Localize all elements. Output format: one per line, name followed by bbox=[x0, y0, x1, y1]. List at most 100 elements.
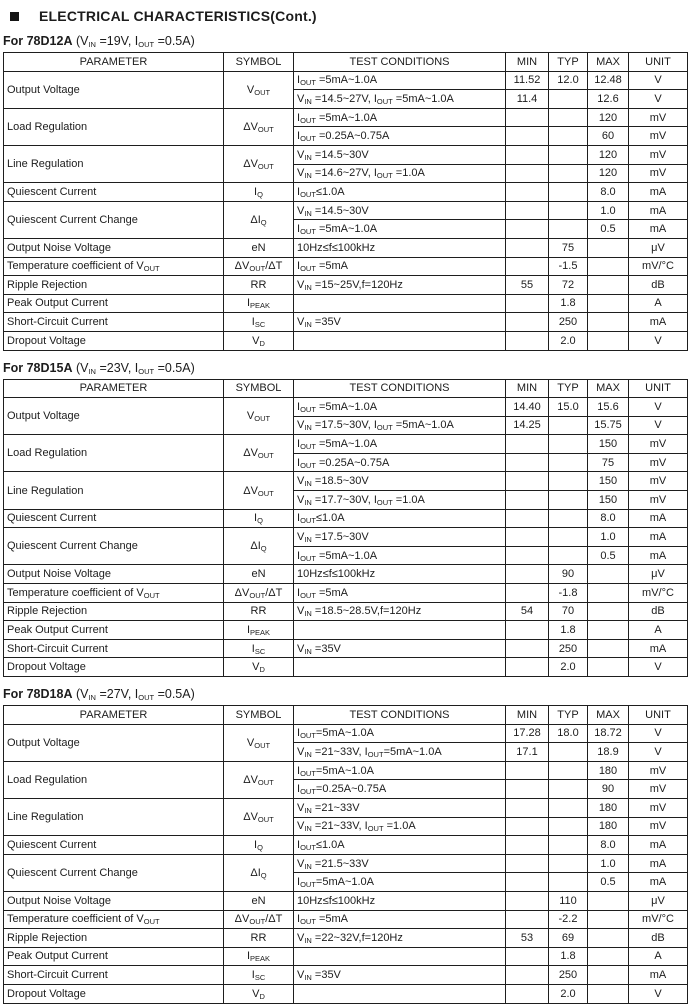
min-cell bbox=[505, 107, 549, 128]
min-cell bbox=[505, 965, 549, 985]
min-cell bbox=[505, 797, 549, 818]
max-cell: 120 bbox=[587, 144, 629, 165]
unit-cell: V bbox=[628, 657, 688, 677]
max-cell: 0.5 bbox=[587, 545, 629, 566]
condition-cell: IOUT≤1.0A bbox=[293, 508, 506, 529]
max-cell: 150 bbox=[587, 471, 629, 492]
column-header-symbol: SYMBOL bbox=[223, 52, 294, 72]
test-setup-conditions: (VIN =23V, IOUT =0.5A) bbox=[75, 360, 195, 376]
min-cell bbox=[505, 527, 549, 547]
max-cell bbox=[587, 965, 629, 985]
typ-cell: 2.0 bbox=[548, 330, 588, 351]
condition-cell: IOUT =5mA bbox=[293, 583, 506, 603]
symbol-cell: ΔVOUT bbox=[223, 434, 294, 473]
condition-cell: VIN =14.5~27V, IOUT =5mA~1.0A bbox=[293, 89, 506, 109]
part-number-label: For 78D15A bbox=[3, 360, 73, 375]
min-cell: 17.28 bbox=[505, 723, 549, 744]
unit-cell: mA bbox=[628, 182, 688, 202]
typ-cell bbox=[548, 144, 588, 165]
table-row: Ripple Rejection RR VIN =22~32V,f=120Hz 53 6… bbox=[3, 928, 688, 948]
column-header-row: PARAMETER SYMBOL TEST CONDITIONS MIN TYP MAX U… bbox=[3, 705, 688, 725]
min-cell bbox=[505, 126, 549, 146]
max-cell: 8.0 bbox=[587, 835, 629, 855]
min-cell: 11.52 bbox=[505, 70, 549, 91]
condition-cell: VIN =22~32V,f=120Hz bbox=[293, 928, 506, 948]
max-cell bbox=[587, 330, 629, 351]
column-header-typ: TYP bbox=[548, 705, 588, 725]
table-row: Output Noise Voltage eN 10Hz≤f≤100kHz 90 μV bbox=[3, 564, 688, 585]
table-row: Quiescent Current IQ IOUT≤1.0A 8.0 mA bbox=[3, 508, 688, 529]
condition-cell: IOUT=5mA~1.0A bbox=[293, 760, 506, 781]
min-cell bbox=[505, 638, 549, 659]
typ-cell bbox=[548, 760, 588, 781]
condition-cell bbox=[293, 293, 506, 314]
min-cell: 14.40 bbox=[505, 397, 549, 417]
max-cell: 75 bbox=[587, 452, 629, 473]
parameter-cell: Line Regulation bbox=[3, 144, 224, 184]
table-row: Peak Output Current IPEAK 1.8 A bbox=[3, 946, 688, 967]
typ-cell bbox=[548, 126, 588, 146]
unit-cell: μV bbox=[628, 237, 688, 258]
table-row: VIN =14.5~27V, IOUT =5mA~1.0A 11.4 12.6 V bbox=[4, 89, 688, 109]
table-row: Quiescent Current Change ΔIQ VIN =21.5~33V… bbox=[3, 853, 688, 892]
unit-cell: V bbox=[628, 983, 688, 1004]
min-cell bbox=[505, 219, 549, 239]
min-cell bbox=[505, 452, 549, 473]
table-row: Dropout Voltage VD 2.0 V bbox=[3, 983, 688, 1004]
condition-cell: 10Hz≤f≤100kHz bbox=[293, 237, 506, 258]
table-row: Output Voltage VOUT IOUT=5mA~1.0A 17.28 18.0… bbox=[3, 723, 688, 762]
table-row: VIN =14.6~27V, IOUT =1.0A 120 mV bbox=[4, 163, 688, 184]
typ-cell bbox=[548, 452, 588, 473]
typ-cell bbox=[548, 508, 588, 529]
max-cell: 8.0 bbox=[587, 508, 629, 529]
parameter-cell: Short-Circuit Current bbox=[3, 312, 224, 332]
parameter-cell: Temperature coefficient of VOUT bbox=[3, 256, 224, 277]
condition-cell: 10Hz≤f≤100kHz bbox=[293, 890, 506, 911]
parameter-cell: Quiescent Current bbox=[3, 835, 224, 855]
table-row: Load Regulation ΔVOUT IOUT =5mA~1.0A 120 mV bbox=[3, 107, 688, 146]
max-cell bbox=[587, 946, 629, 967]
table-row: IOUT =0.25A~0.75A 60 mV bbox=[4, 126, 688, 146]
parameter-cell: Dropout Voltage bbox=[3, 657, 224, 677]
condition-cell: VIN =35V bbox=[293, 312, 506, 332]
unit-cell: mV bbox=[628, 163, 688, 184]
unit-cell: mA bbox=[628, 200, 688, 221]
unit-cell: V bbox=[628, 723, 688, 744]
table-row: Line Regulation ΔVOUT VIN =21~33V 180 mV bbox=[3, 797, 688, 837]
unit-cell: mA bbox=[628, 545, 688, 566]
table-section-78d12a: For 78D12A (VIN =19V, IOUT =0.5A) PARAME… bbox=[0, 34, 688, 351]
typ-cell: 1.8 bbox=[548, 620, 588, 640]
symbol-cell: VD bbox=[223, 330, 294, 351]
unit-cell: A bbox=[628, 620, 688, 640]
max-cell: 1.0 bbox=[587, 200, 629, 221]
max-cell: 18.72 bbox=[587, 723, 629, 744]
typ-cell bbox=[548, 434, 588, 454]
typ-cell: 69 bbox=[548, 928, 588, 948]
parameter-cell: Short-Circuit Current bbox=[3, 965, 224, 985]
max-cell bbox=[587, 312, 629, 332]
parameter-cell: Ripple Rejection bbox=[3, 928, 224, 948]
min-cell bbox=[505, 909, 549, 930]
condition-cell bbox=[293, 946, 506, 967]
typ-cell bbox=[548, 835, 588, 855]
max-cell bbox=[587, 256, 629, 277]
min-cell: 54 bbox=[505, 601, 549, 622]
table-row: IOUT =0.25A~0.75A 75 mV bbox=[4, 452, 688, 473]
parameter-cell: Output Noise Voltage bbox=[3, 564, 224, 585]
symbol-cell: IPEAK bbox=[223, 293, 294, 314]
typ-cell bbox=[548, 182, 588, 202]
unit-cell: mV bbox=[628, 471, 688, 492]
typ-cell: -1.5 bbox=[548, 256, 588, 277]
max-cell bbox=[587, 293, 629, 314]
symbol-cell: VOUT bbox=[223, 723, 294, 762]
max-cell: 90 bbox=[587, 779, 629, 799]
parameter-cell: Output Voltage bbox=[3, 723, 224, 762]
symbol-cell: ΔVOUT bbox=[223, 144, 294, 184]
unit-cell: μV bbox=[628, 564, 688, 585]
min-cell bbox=[505, 434, 549, 454]
typ-cell: 110 bbox=[548, 890, 588, 911]
page-title: ELECTRICAL CHARACTERISTICS(Cont.) bbox=[39, 8, 317, 24]
condition-cell: VIN =17.5~30V, IOUT =5mA~1.0A bbox=[293, 415, 506, 436]
unit-cell: mV/°C bbox=[628, 909, 688, 930]
condition-cell bbox=[293, 657, 506, 677]
